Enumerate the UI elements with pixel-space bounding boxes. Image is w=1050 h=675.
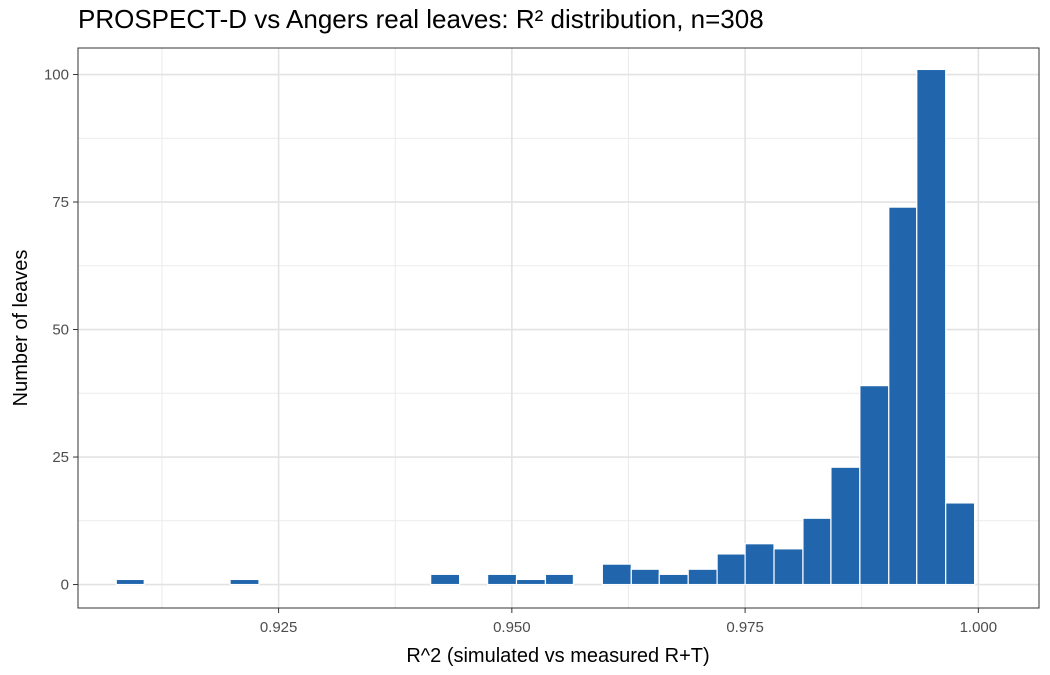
histogram-bar xyxy=(716,553,746,586)
histogram-bar xyxy=(687,568,718,586)
histogram-bar xyxy=(658,573,689,586)
y-axis-title: Number of leaves xyxy=(10,250,32,407)
histogram-bar xyxy=(430,573,461,586)
histogram-bar xyxy=(601,563,632,586)
histogram-bar xyxy=(916,68,947,586)
histogram-bar xyxy=(773,548,804,586)
y-tick-label: 25 xyxy=(52,449,69,466)
histogram-bar xyxy=(744,543,775,586)
histogram-bar xyxy=(486,573,518,586)
plot-border xyxy=(77,47,1040,609)
x-tick-label: 1.000 xyxy=(960,619,998,636)
y-tick-label: 0 xyxy=(61,577,69,594)
histogram-bar xyxy=(888,206,918,586)
histogram-bar xyxy=(945,502,976,586)
histogram-bar xyxy=(229,578,260,586)
y-tick-label: 75 xyxy=(52,194,69,211)
y-tick-label: 50 xyxy=(52,322,69,339)
x-axis-title: R^2 (simulated vs measured R+T) xyxy=(406,645,709,667)
x-tick-label: 0.925 xyxy=(260,619,298,636)
histogram-bar xyxy=(544,573,575,586)
histogram-bar xyxy=(515,578,547,586)
y-axis-ticks: 0 25 50 75 100 xyxy=(44,67,78,594)
x-tick-label: 0.950 xyxy=(493,619,531,636)
histogram-bar xyxy=(630,568,660,586)
x-axis-ticks: 0.925 0.950 0.975 1.000 xyxy=(260,608,997,636)
histogram-bar xyxy=(859,385,890,586)
histogram-bar xyxy=(802,517,832,586)
chart-title: PROSPECT-D vs Angers real leaves: R² dis… xyxy=(78,4,764,34)
y-tick-label: 100 xyxy=(44,67,69,84)
x-tick-label: 0.975 xyxy=(726,619,764,636)
histogram-bar xyxy=(115,578,145,586)
histogram-bars xyxy=(115,68,976,586)
histogram-bar xyxy=(830,466,861,586)
